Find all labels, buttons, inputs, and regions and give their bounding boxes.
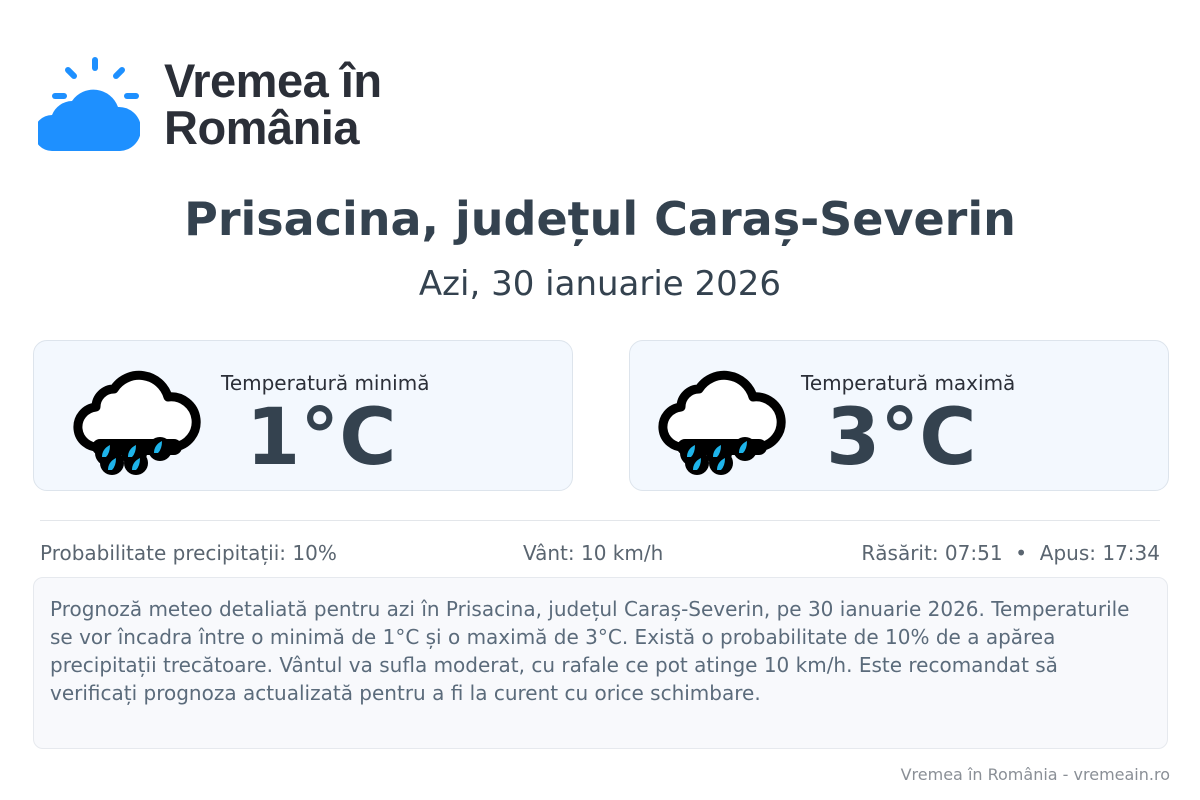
page-date: Azi, 30 ianuarie 2026 xyxy=(418,264,782,304)
rain-cloud-icon xyxy=(73,370,201,475)
page-title: Prisacina, județul Caraș-Severin xyxy=(184,192,1016,246)
sun-cloud-logo-icon xyxy=(38,57,140,151)
max-temp-label: Temperatură maximă xyxy=(801,371,1016,395)
precipitation-stat: Probabilitate precipitații: 10% xyxy=(40,541,337,565)
divider xyxy=(40,520,1160,521)
wind-stat: Vânt: 10 km/h xyxy=(523,541,664,565)
max-temp-card: Temperatură maximă 3°C xyxy=(629,340,1169,491)
logo[interactable]: Vremea în România xyxy=(38,56,382,152)
min-temp-value: 1°C xyxy=(246,393,397,483)
min-temp-label: Temperatură minimă xyxy=(221,371,430,395)
footer-credit[interactable]: Vremea în România - vremeain.ro xyxy=(900,765,1170,784)
sun-times-stat: Răsărit: 07:51 • Apus: 17:34 xyxy=(861,541,1160,565)
max-temp-value: 3°C xyxy=(826,393,977,483)
min-temp-card: Temperatură minimă 1°C xyxy=(33,340,573,491)
forecast-description: Prognoză meteo detaliată pentru azi în P… xyxy=(33,577,1168,749)
rain-cloud-icon xyxy=(658,370,786,475)
brand-line1: Vremea în xyxy=(164,54,382,107)
brand-line2: România xyxy=(164,101,359,154)
